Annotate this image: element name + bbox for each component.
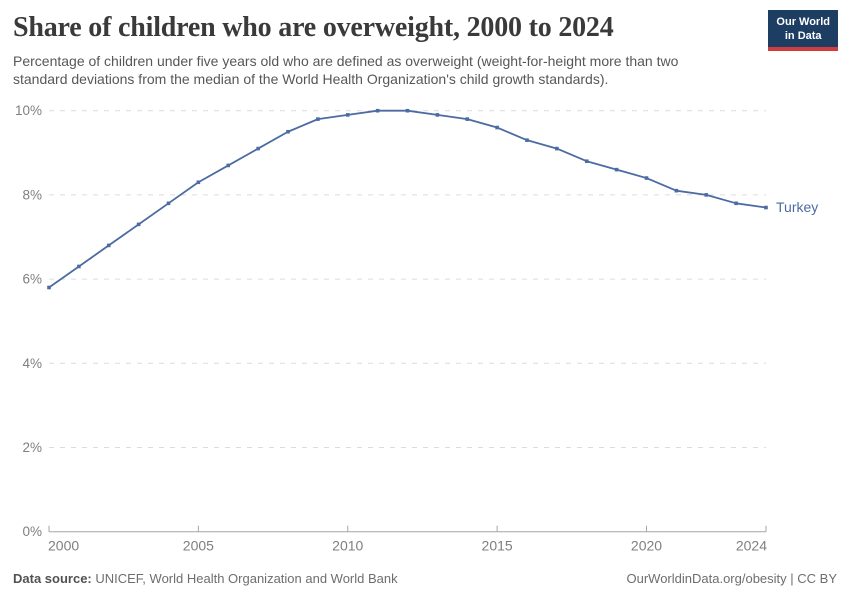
- data-source-value: UNICEF, World Health Organization and Wo…: [91, 571, 398, 586]
- data-point[interactable]: [226, 163, 231, 168]
- data-point[interactable]: [136, 222, 141, 227]
- y-tick-label: 6%: [22, 272, 42, 287]
- data-point[interactable]: [555, 146, 559, 151]
- data-point[interactable]: [614, 167, 619, 172]
- y-tick-label: 10%: [15, 103, 42, 118]
- page-title: Share of children who are overweight, 20…: [13, 12, 614, 43]
- data-point[interactable]: [166, 201, 171, 206]
- data-point[interactable]: [465, 117, 470, 121]
- owid-logo[interactable]: Our World in Data: [768, 10, 838, 51]
- x-tick-label: 2020: [631, 538, 662, 554]
- data-point[interactable]: [47, 285, 51, 290]
- x-tick-label: 2024: [736, 538, 767, 554]
- data-point[interactable]: [286, 129, 290, 134]
- data-source-text: Data source: UNICEF, World Health Organi…: [13, 571, 398, 586]
- data-point[interactable]: [674, 188, 679, 193]
- y-tick-label: 2%: [22, 440, 42, 455]
- data-point[interactable]: [584, 159, 589, 164]
- data-point[interactable]: [734, 201, 738, 206]
- data-point[interactable]: [77, 264, 81, 269]
- chart-subtitle-line1: Percentage of children under five years …: [13, 53, 679, 69]
- x-tick-label: 2000: [48, 538, 79, 554]
- data-point[interactable]: [106, 243, 111, 248]
- data-point[interactable]: [435, 113, 440, 117]
- data-point[interactable]: [256, 146, 260, 151]
- chart-subtitle: Percentage of children under five years …: [13, 52, 761, 88]
- data-point[interactable]: [405, 108, 410, 113]
- data-point[interactable]: [525, 138, 529, 142]
- chart-subtitle-line2: standard deviations from the median of t…: [13, 71, 609, 87]
- x-tick-label: 2015: [482, 538, 513, 554]
- data-point[interactable]: [704, 193, 709, 197]
- data-point[interactable]: [375, 108, 380, 113]
- data-source-label: Data source:: [13, 571, 92, 586]
- x-tick-label: 2010: [332, 538, 363, 554]
- owid-logo-line1: Our World: [776, 16, 830, 28]
- x-tick-label: 2005: [183, 538, 214, 554]
- series-end-label: Turkey: [776, 199, 818, 215]
- y-tick-label: 8%: [22, 187, 42, 202]
- chart-footer: Data source: UNICEF, World Health Organi…: [13, 571, 837, 586]
- data-point[interactable]: [764, 205, 768, 210]
- y-tick-label: 0%: [22, 524, 42, 539]
- y-tick-label: 4%: [22, 356, 42, 371]
- data-point[interactable]: [196, 180, 201, 185]
- owid-logo-line2: in Data: [784, 30, 822, 42]
- data-point[interactable]: [495, 125, 499, 130]
- trend-line: [48, 109, 767, 289]
- footer-license-link[interactable]: OurWorldinData.org/obesity | CC BY: [626, 571, 838, 586]
- data-point[interactable]: [316, 117, 320, 121]
- data-point[interactable]: [345, 113, 350, 117]
- data-point[interactable]: [644, 176, 649, 180]
